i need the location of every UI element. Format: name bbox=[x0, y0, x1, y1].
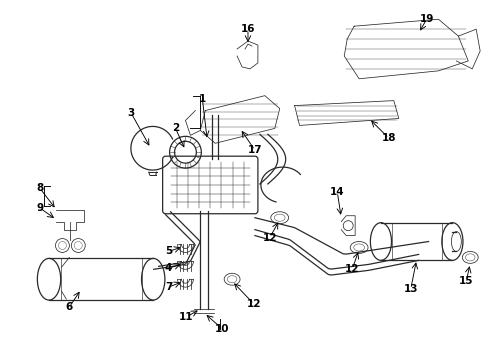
Text: 3: 3 bbox=[127, 108, 135, 117]
Text: 8: 8 bbox=[36, 183, 43, 193]
Text: 14: 14 bbox=[330, 187, 344, 197]
Text: 7: 7 bbox=[165, 282, 172, 292]
Text: 1: 1 bbox=[199, 94, 206, 104]
Text: 6: 6 bbox=[66, 302, 73, 312]
Text: 17: 17 bbox=[247, 145, 262, 155]
Text: 15: 15 bbox=[459, 276, 473, 286]
Text: 19: 19 bbox=[419, 14, 434, 24]
Text: 18: 18 bbox=[382, 133, 396, 143]
Text: 12: 12 bbox=[246, 299, 261, 309]
Text: 5: 5 bbox=[165, 247, 172, 256]
Text: 13: 13 bbox=[403, 284, 418, 294]
Text: 11: 11 bbox=[179, 312, 194, 322]
Text: 12: 12 bbox=[263, 233, 277, 243]
Text: 2: 2 bbox=[172, 123, 179, 134]
Text: 4: 4 bbox=[165, 263, 172, 273]
Text: 10: 10 bbox=[215, 324, 229, 334]
Text: 16: 16 bbox=[241, 24, 255, 34]
Text: 9: 9 bbox=[36, 203, 43, 213]
Text: 12: 12 bbox=[345, 264, 360, 274]
